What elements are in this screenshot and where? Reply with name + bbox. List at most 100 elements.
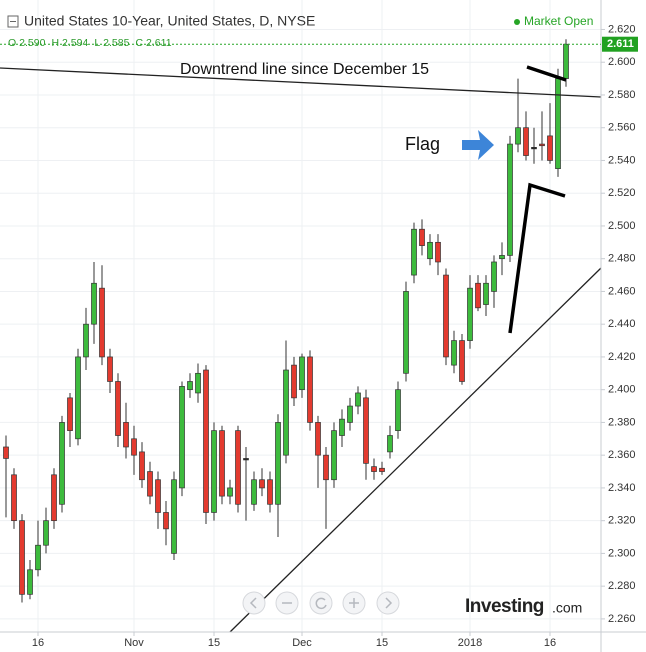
y-tick-label: 2.400 bbox=[608, 384, 636, 396]
ohlc-value: 2.611 bbox=[146, 37, 172, 49]
candle-body bbox=[459, 340, 465, 382]
candle-body bbox=[507, 143, 513, 256]
y-tick-label: 2.460 bbox=[608, 285, 636, 297]
y-tick-label: 2.300 bbox=[608, 547, 636, 559]
candle-body bbox=[123, 422, 129, 448]
y-tick-label: 2.280 bbox=[608, 580, 636, 592]
uptrend-line bbox=[229, 267, 602, 633]
flag-top bbox=[526, 65, 567, 82]
logo: Investing bbox=[465, 596, 544, 617]
candle-body bbox=[363, 397, 369, 464]
candle-body bbox=[147, 471, 153, 497]
downtrend-line bbox=[0, 67, 602, 98]
candle-body bbox=[451, 340, 457, 366]
status-dot bbox=[514, 19, 520, 25]
scroll-left[interactable] bbox=[242, 591, 266, 615]
candle-body bbox=[171, 479, 177, 554]
candle-body bbox=[251, 479, 257, 505]
candle-body bbox=[499, 255, 505, 260]
candle-body bbox=[59, 422, 65, 505]
candle-body bbox=[371, 466, 377, 472]
x-tick-label: Dec bbox=[292, 637, 312, 649]
x-tick-label: 15 bbox=[376, 637, 388, 649]
candle-body bbox=[539, 143, 545, 147]
ohlc-key: L bbox=[94, 37, 100, 49]
logo-suffix: .com bbox=[552, 600, 582, 616]
arrow bbox=[462, 130, 494, 160]
candle-body bbox=[307, 356, 313, 423]
collapse-icon[interactable] bbox=[7, 15, 19, 28]
axes: 2.260 2.280 2.300 2.320 2.340 2.360 2.380 2.400… bbox=[0, 23, 638, 649]
candle-body bbox=[547, 135, 553, 161]
candle-body bbox=[43, 520, 49, 546]
candle-body bbox=[435, 241, 441, 263]
candle-body bbox=[347, 405, 353, 423]
x-tick-label: 16 bbox=[544, 637, 556, 649]
candle-body bbox=[403, 291, 409, 374]
candle-body bbox=[179, 386, 185, 489]
y-tick-label: 2.360 bbox=[608, 449, 636, 461]
candle-body bbox=[203, 369, 209, 513]
candle-body bbox=[107, 356, 113, 382]
candle-body bbox=[227, 487, 233, 497]
candle-body bbox=[427, 241, 433, 260]
candle-body bbox=[379, 467, 385, 472]
ohlc-header: O 2.590 H 2.594 L 2.585 C 2.611 bbox=[8, 37, 172, 49]
candle-body bbox=[115, 381, 121, 436]
reset[interactable] bbox=[309, 591, 333, 615]
x-tick-label: Nov bbox=[124, 637, 144, 649]
x-tick-label: 16 bbox=[32, 637, 44, 649]
candle-body bbox=[515, 127, 521, 145]
chart-title: United States 10-Year, United States, D,… bbox=[24, 13, 315, 29]
candle-body bbox=[491, 261, 497, 292]
candle-body bbox=[291, 364, 297, 399]
flag-pole bbox=[508, 182, 566, 334]
candle-body bbox=[467, 287, 473, 341]
candle-body bbox=[11, 474, 17, 522]
candle-body bbox=[259, 479, 265, 489]
candles bbox=[3, 39, 569, 603]
y-tick-label: 2.540 bbox=[608, 154, 636, 166]
candle-body bbox=[211, 430, 217, 513]
ohlc-key: C bbox=[135, 37, 143, 49]
candle-body bbox=[67, 397, 73, 431]
candle-body bbox=[483, 282, 489, 305]
y-tick-label: 2.340 bbox=[608, 482, 636, 494]
last-price-box bbox=[602, 36, 638, 52]
annotation: Downtrend line since December 15 bbox=[180, 61, 429, 78]
candle-body bbox=[331, 430, 337, 481]
ohlc-key: H bbox=[51, 37, 59, 49]
ohlc-value: 2.594 bbox=[62, 37, 88, 49]
ohlc-value: 2.585 bbox=[103, 37, 129, 49]
candle-body bbox=[531, 147, 537, 150]
candle-body bbox=[75, 356, 81, 440]
candle-body bbox=[131, 438, 137, 456]
y-tick-label: 2.320 bbox=[608, 515, 636, 527]
candle-body bbox=[219, 430, 225, 497]
y-tick-label: 2.500 bbox=[608, 220, 636, 232]
candle-body bbox=[299, 356, 305, 391]
candle-body bbox=[555, 78, 561, 169]
candle-body bbox=[275, 422, 281, 505]
candle-body bbox=[139, 451, 145, 481]
candle-body bbox=[411, 228, 417, 276]
candle-body bbox=[51, 474, 57, 522]
scroll-right[interactable] bbox=[376, 591, 400, 615]
y-tick-label: 2.580 bbox=[608, 89, 636, 101]
y-tick-label: 2.440 bbox=[608, 318, 636, 330]
candle-body bbox=[355, 392, 361, 407]
candle-body bbox=[323, 454, 329, 481]
candle-body bbox=[19, 520, 25, 595]
candle-body bbox=[243, 458, 249, 461]
y-tick-label: 2.420 bbox=[608, 351, 636, 363]
candle-body bbox=[395, 389, 401, 431]
y-tick-label: 2.380 bbox=[608, 416, 636, 428]
x-tick-label: 15 bbox=[208, 637, 220, 649]
annotation: Flag bbox=[405, 134, 440, 154]
candle-body bbox=[443, 274, 449, 358]
candle-body bbox=[27, 569, 33, 595]
y-tick-label: 2.600 bbox=[608, 56, 636, 68]
x-tick-label: 2018 bbox=[458, 637, 482, 649]
